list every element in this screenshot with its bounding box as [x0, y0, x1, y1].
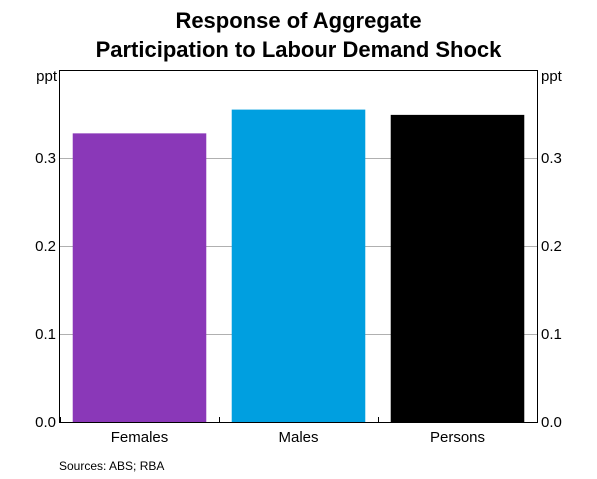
x-tick-label: Persons: [430, 429, 485, 446]
bar-females: [72, 133, 207, 423]
y-tick-label-right: 0.2: [541, 238, 562, 255]
y-tick-label-right: 0.1: [541, 326, 562, 343]
y-axis-unit-right: ppt: [541, 68, 563, 85]
bar-males: [231, 109, 366, 422]
y-tick-label-right: 0.0: [541, 414, 562, 431]
x-tick-label: Females: [111, 429, 169, 446]
y-tick-label-right: 0.3: [541, 150, 562, 167]
source-note: Sources: ABS; RBA: [59, 459, 165, 473]
y-tick-label-left: 0.1: [35, 326, 56, 343]
y-tick-label-left: 0.3: [35, 150, 56, 167]
y-axis-unit-left: ppt: [36, 68, 58, 85]
bars: [72, 109, 525, 423]
axis-labels: 0.0 0.0 0.1 0.1 0.2 0.2 0.3 0.3 Females Males Pers…: [35, 150, 562, 446]
y-tick-label-left: 0.0: [35, 414, 56, 431]
chart-title-line-2: Participation to Labour Demand Shock: [95, 37, 502, 62]
bar-persons: [390, 114, 525, 422]
tick-marks: [60, 417, 538, 422]
plot-frame: [59, 70, 538, 423]
x-tick-label: Males: [278, 429, 318, 446]
y-tick-label-left: 0.2: [35, 238, 56, 255]
chart-title-line-1: Response of Aggregate: [175, 8, 422, 33]
chart-title: Response of Aggregate Participation to L…: [0, 6, 597, 64]
